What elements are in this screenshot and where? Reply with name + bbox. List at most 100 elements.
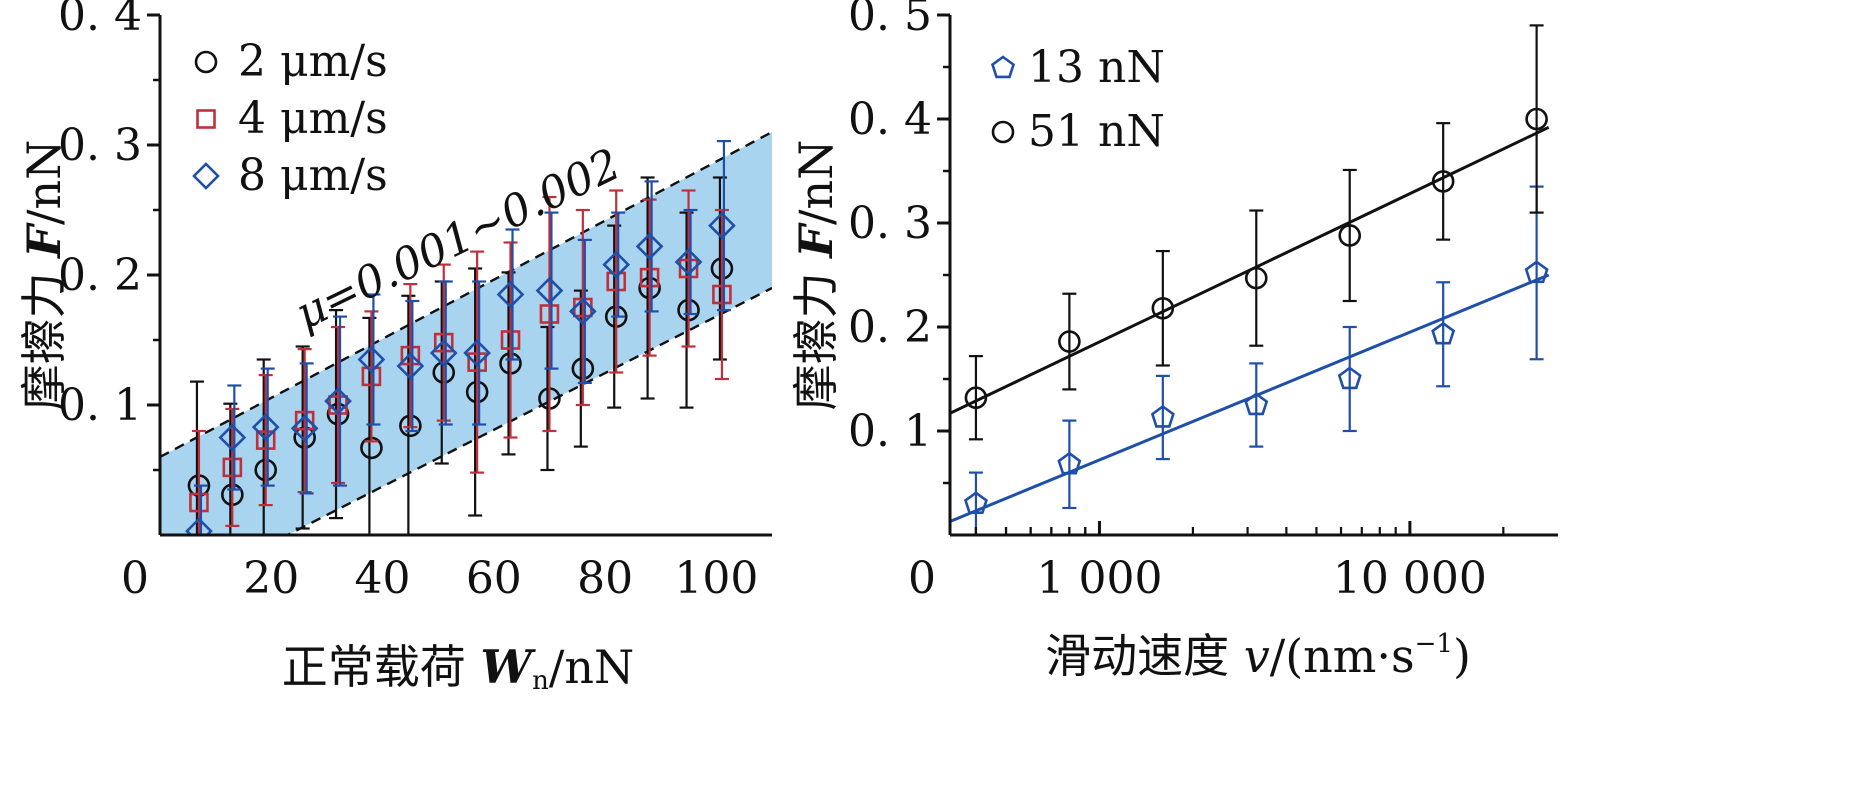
y-tick-label: 0. 4 — [58, 0, 142, 41]
x-tick-label: 20 — [243, 553, 299, 604]
data-point — [400, 345, 421, 366]
data-point — [185, 517, 213, 535]
error-bar — [642, 198, 657, 357]
data-point — [1151, 296, 1175, 320]
x-tick-label: 100 — [674, 553, 758, 604]
data-point — [467, 352, 487, 372]
error-bar — [1062, 419, 1077, 510]
error-bar — [716, 140, 731, 312]
data-point — [1338, 224, 1362, 247]
data-point — [1058, 330, 1081, 353]
error-bar — [193, 484, 208, 535]
legend-marker — [192, 162, 220, 190]
y-tick-label: 0. 2 — [58, 250, 142, 301]
error-bar — [470, 250, 485, 474]
error-bar — [640, 176, 655, 400]
left-x-axis-title: 正常载荷 Wn/nN — [282, 640, 634, 696]
data-point — [251, 413, 280, 441]
error-bar — [1155, 249, 1170, 367]
error-bar — [1436, 122, 1451, 241]
error-bar — [472, 280, 487, 426]
legend-marker — [990, 55, 1016, 79]
data-point — [1057, 451, 1082, 475]
error-bar — [227, 384, 242, 491]
right-tick-labels: 0. 1 0. 2 0. 3 0. 4 0. 5 1 000 10 000 0 — [848, 0, 1487, 604]
x-tick-label: 0 — [121, 553, 149, 604]
right-legend-markers — [990, 55, 1016, 144]
right-plot-series — [950, 24, 1550, 535]
data-point — [429, 339, 458, 367]
y-tick-label: 0. 3 — [848, 198, 932, 249]
band-upper-bound — [160, 130, 772, 459]
error-bar — [1249, 209, 1264, 347]
data-point — [635, 232, 664, 261]
data-point — [324, 387, 352, 415]
data-point — [496, 280, 525, 309]
data-point — [218, 423, 247, 452]
series-pentagon-group — [950, 185, 1550, 535]
series-circle-group — [950, 24, 1550, 441]
data-point — [602, 250, 631, 279]
data-point — [463, 339, 491, 367]
error-bar — [577, 238, 592, 384]
error-bar — [191, 429, 206, 535]
left-panel: 0. 10. 20. 30. 40 20 40 60 80 100 μ=0.001~0.0… — [17, 0, 772, 696]
data-point — [539, 304, 560, 324]
error-bar — [333, 315, 348, 487]
error-bar — [575, 208, 590, 407]
left-y-axis-title: 摩擦力 F/nN — [17, 140, 71, 411]
data-point — [222, 457, 243, 478]
band-lower-bound — [284, 286, 772, 535]
left-legend: 2 μm/s 4 μm/s 8 μm/s — [192, 36, 388, 201]
data-point — [1431, 170, 1455, 193]
data-point — [361, 366, 382, 387]
legend-label-51nN: 51 nN — [1028, 106, 1165, 157]
error-bar — [1529, 24, 1544, 214]
error-bar — [609, 189, 624, 374]
data-point — [255, 430, 276, 450]
legend-marker — [194, 50, 218, 74]
data-point — [1524, 260, 1549, 284]
legend-label-2um: 2 μm/s — [238, 36, 388, 87]
data-point — [568, 297, 597, 326]
x-tick-label: 80 — [577, 553, 633, 604]
data-point — [963, 491, 988, 515]
legend-marker — [991, 120, 1015, 144]
data-point — [674, 248, 703, 276]
error-bar — [364, 310, 379, 443]
error-bar — [968, 355, 983, 441]
right-legend: 13 nN 51 nN — [990, 42, 1165, 157]
error-bar — [260, 367, 275, 487]
right-x-axis-title: 滑动速度 v/(nm·s−1) — [1045, 629, 1471, 683]
error-bar — [1436, 281, 1451, 388]
y-tick-label: 0. 4 — [848, 94, 932, 145]
error-bar — [225, 407, 240, 528]
y-tick-label: 0. 1 — [58, 380, 142, 431]
right-panel: 0. 1 0. 2 0. 3 0. 4 0. 5 1 000 10 000 0 13 nN 5… — [789, 0, 1558, 683]
y-tick-label: 0. 3 — [58, 120, 142, 171]
data-point — [1525, 107, 1548, 131]
data-point — [606, 271, 627, 292]
error-bar — [681, 189, 696, 348]
error-bar — [644, 180, 659, 313]
data-point — [1431, 321, 1456, 345]
error-bar — [256, 358, 271, 535]
error-bar — [683, 208, 698, 316]
data-point — [357, 345, 386, 374]
error-bar — [331, 325, 346, 485]
error-bar — [299, 362, 314, 495]
error-bar — [611, 211, 626, 318]
data-point — [500, 330, 521, 350]
data-point — [1337, 366, 1362, 390]
data-point — [535, 276, 564, 305]
x-origin-label: 0 — [908, 553, 936, 604]
error-bar — [405, 299, 420, 433]
error-bar — [1249, 362, 1264, 448]
error-bar — [505, 228, 520, 361]
data-point — [1150, 404, 1175, 428]
left-legend-markers — [192, 50, 220, 190]
band-fill — [160, 132, 772, 535]
error-bar — [544, 211, 559, 370]
legend-label-13nN: 13 nN — [1028, 42, 1165, 93]
